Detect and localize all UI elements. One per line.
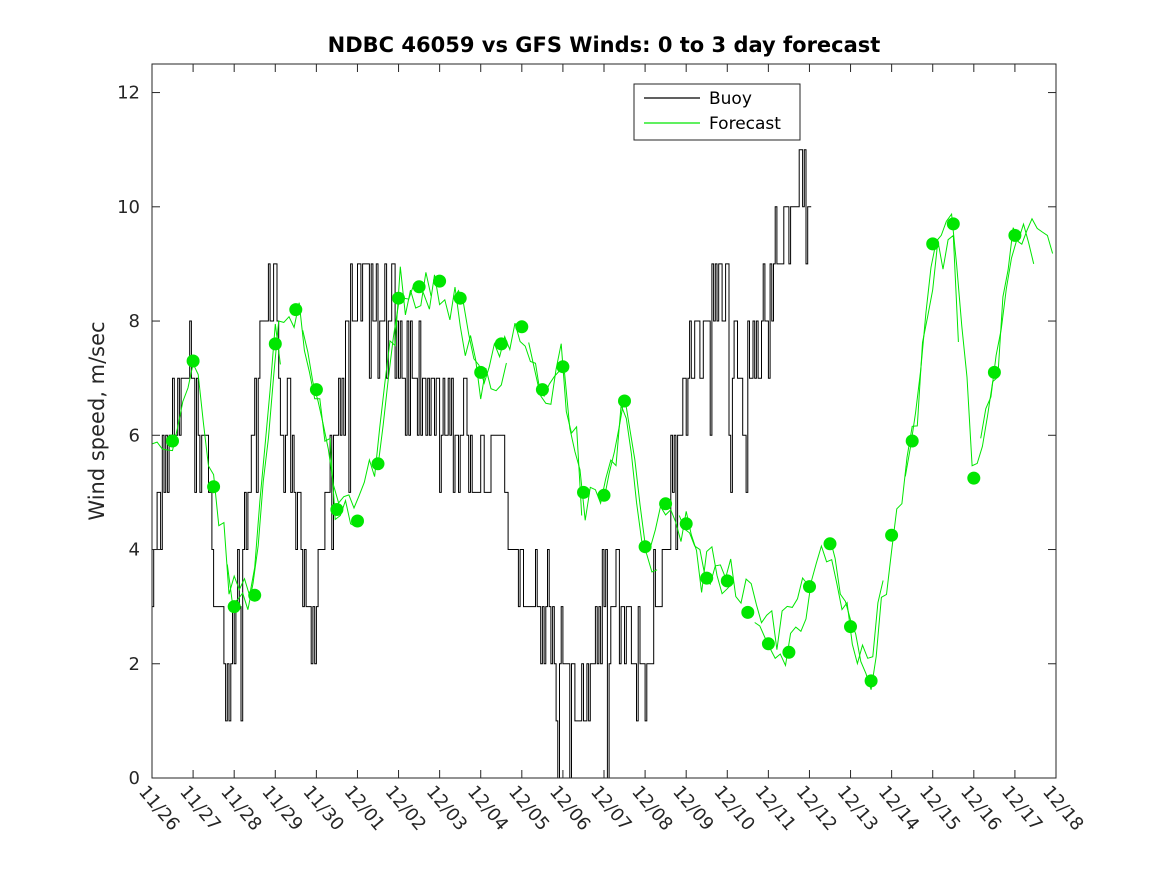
analysis-point	[474, 365, 488, 379]
analysis-point	[1008, 228, 1022, 242]
x-tick-label: 12/07	[586, 782, 635, 835]
x-tick-label: 11/29	[257, 782, 306, 835]
analysis-point	[330, 503, 344, 516]
y-tick-label: 4	[129, 540, 140, 561]
analysis-markers	[166, 217, 1022, 688]
forecast-line	[754, 544, 884, 668]
y-tick-label: 2	[129, 654, 140, 675]
analysis-point	[659, 497, 673, 511]
analysis-point	[535, 383, 549, 397]
x-tick-label: 12/04	[463, 782, 512, 835]
plot-background	[152, 64, 1056, 778]
analysis-point	[309, 383, 323, 397]
forecast-line	[678, 515, 809, 650]
analysis-point	[844, 620, 857, 634]
analysis-point	[494, 337, 508, 351]
analysis-point	[433, 274, 447, 288]
x-tick-label: 12/01	[340, 782, 389, 835]
x-tick-label: 11/28	[216, 782, 265, 835]
analysis-point	[412, 280, 426, 294]
legend-label-buoy: Buoy	[709, 89, 752, 109]
x-tick-label: 12/13	[833, 782, 882, 835]
x-tick-label: 12/16	[956, 782, 1005, 835]
analysis-point	[741, 605, 755, 619]
analysis-point	[638, 540, 652, 554]
analysis-point	[967, 471, 981, 485]
analysis-point	[864, 674, 878, 688]
legend-label-forecast: Forecast	[709, 114, 781, 134]
x-tick-label: 12/10	[709, 782, 758, 835]
y-axis: 0 2 4 6 8 10 12	[117, 83, 1056, 789]
legend: Buoy Forecast	[633, 83, 801, 141]
analysis-point	[207, 480, 221, 494]
analysis-point	[679, 517, 693, 531]
buoy-series	[152, 149, 812, 778]
analysis-point	[268, 337, 282, 351]
analysis-point	[885, 528, 899, 542]
x-tick-label: 12/08	[627, 782, 676, 835]
analysis-point	[289, 303, 303, 317]
x-tick-label: 12/18	[1038, 782, 1087, 835]
forecast-line	[528, 342, 658, 573]
x-tick-label: 12/14	[874, 782, 923, 835]
analysis-point	[515, 320, 529, 334]
forecast-line	[302, 266, 432, 510]
x-tick-label: 12/17	[997, 782, 1046, 835]
x-tick-label: 12/02	[381, 782, 430, 835]
plot-area	[151, 63, 1057, 779]
analysis-point	[351, 514, 364, 528]
x-tick-label: 11/26	[134, 782, 183, 835]
analysis-point	[803, 580, 816, 594]
analysis-point	[720, 574, 734, 588]
analysis-point	[166, 434, 179, 448]
x-tick-label: 12/15	[915, 782, 964, 835]
analysis-point	[823, 537, 837, 551]
analysis-point	[227, 600, 241, 614]
x-tick-label: 12/12	[792, 782, 841, 835]
x-tick-label: 11/30	[299, 782, 348, 835]
forecast-line	[452, 289, 583, 516]
x-tick-label: 12/11	[751, 782, 800, 835]
legend-box	[633, 83, 801, 141]
analysis-point	[618, 394, 631, 408]
analysis-point	[946, 217, 960, 231]
analysis-point	[577, 485, 590, 499]
analysis-point	[597, 488, 611, 502]
y-tick-label: 10	[117, 197, 140, 218]
analysis-point	[186, 354, 200, 368]
y-tick-label: 6	[129, 425, 140, 446]
x-tick-label: 12/03	[422, 782, 471, 835]
y-tick-label: 8	[129, 311, 140, 332]
analysis-point	[371, 457, 385, 471]
chart-title: NDBC 46059 vs GFS Winds: 0 to 3 day fore…	[328, 33, 881, 57]
analysis-point	[700, 571, 714, 585]
analysis-point	[392, 291, 405, 305]
y-tick-label: 12	[117, 83, 140, 104]
analysis-point	[556, 360, 570, 374]
analysis-point	[761, 637, 775, 651]
analysis-point	[905, 434, 919, 448]
x-tick-label: 12/09	[668, 782, 717, 835]
analysis-point	[248, 588, 262, 602]
y-axis-label: Wind speed, m/sec	[85, 321, 109, 520]
y-tick-label: 0	[129, 768, 140, 789]
x-tick-label: 11/27	[175, 782, 224, 835]
buoy-line	[152, 149, 812, 778]
analysis-point	[926, 237, 940, 251]
x-tick-label: 12/05	[504, 782, 553, 835]
analysis-point	[453, 291, 467, 305]
analysis-point	[782, 645, 796, 659]
analysis-point	[987, 365, 1001, 379]
x-tick-label: 12/06	[545, 782, 594, 835]
